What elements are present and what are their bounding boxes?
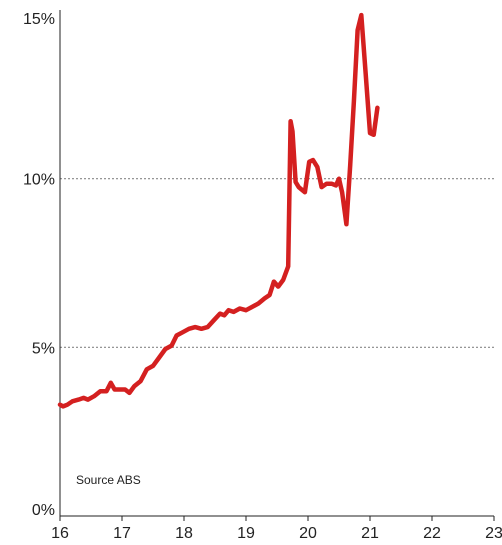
y-tick-label: 0% [32, 502, 55, 519]
y-tick-label: 5% [32, 340, 55, 357]
x-tick-label: 16 [51, 525, 69, 542]
x-tick-label: 19 [237, 525, 255, 542]
tick-labels: 0% 5% 10% 15% 16 17 18 19 20 21 22 23 [23, 11, 502, 542]
x-tick-label: 21 [361, 525, 379, 542]
y-tick-label: 10% [23, 172, 55, 189]
gridlines [60, 178, 494, 348]
x-tick-label: 22 [423, 525, 441, 542]
y-tick-label: 15% [23, 11, 55, 28]
axes [59, 10, 495, 521]
series-layer [57, 12, 380, 409]
x-tick-label: 23 [485, 525, 502, 542]
series-line-0 [57, 12, 380, 409]
x-tick-label: 17 [113, 525, 131, 542]
x-tick-label: 20 [299, 525, 317, 542]
x-tick-label: 18 [175, 525, 193, 542]
source-note: Source ABS [76, 473, 141, 487]
